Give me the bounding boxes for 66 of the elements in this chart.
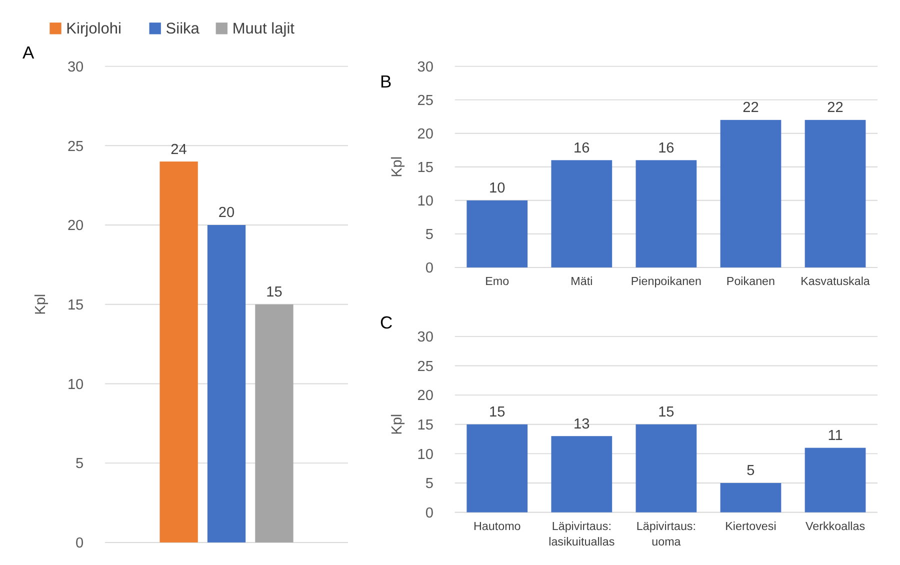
chart-title: B xyxy=(380,72,392,92)
data-label: 22 xyxy=(827,100,844,116)
y-tick-label: 20 xyxy=(417,388,434,404)
x-tick-label: Kiertovesi xyxy=(725,520,776,533)
y-tick-label: 20 xyxy=(417,126,434,142)
data-label: 15 xyxy=(489,404,506,421)
y-tick-label: 15 xyxy=(417,160,434,176)
x-tick-label: Pienpoikanen xyxy=(630,274,702,288)
data-label: 16 xyxy=(574,140,590,156)
chart-title: A xyxy=(22,42,34,63)
y-tick-label: 5 xyxy=(425,227,434,244)
y-axis-title: Kpl xyxy=(389,156,406,178)
x-tick-label: Verkkoallas xyxy=(805,520,866,533)
bar xyxy=(720,120,782,268)
y-tick-label: 30 xyxy=(417,330,434,346)
y-tick-label: 10 xyxy=(417,446,434,463)
y-tick-label: 25 xyxy=(417,358,434,375)
y-tick-label: 5 xyxy=(425,476,434,492)
data-label: 11 xyxy=(828,428,843,444)
x-tick-label: Mäti xyxy=(570,274,593,288)
y-tick-label: 30 xyxy=(417,59,434,76)
bar xyxy=(160,162,198,542)
x-tick-label: Läpivirtaus: uoma xyxy=(636,520,696,548)
y-tick-label: 10 xyxy=(417,193,434,210)
bar xyxy=(804,448,866,512)
x-tick-label: Emo xyxy=(485,274,510,288)
bar xyxy=(636,160,697,268)
legend-label: Kirjolohi xyxy=(66,20,122,38)
data-label: 22 xyxy=(742,100,759,116)
y-tick-label: 15 xyxy=(417,417,434,434)
data-label: 10 xyxy=(489,180,506,197)
y-tick-label: 0 xyxy=(425,505,434,522)
bar xyxy=(466,200,528,268)
y-axis-title: Kpl xyxy=(32,294,49,315)
bar xyxy=(207,225,246,542)
data-label: 16 xyxy=(658,140,674,156)
y-tick-label: 25 xyxy=(417,92,434,109)
bar xyxy=(551,436,612,512)
data-label: 15 xyxy=(266,284,282,301)
legend-label: Muut lajit xyxy=(232,20,296,38)
data-label: 20 xyxy=(218,205,235,222)
data-label: 13 xyxy=(574,416,590,432)
data-label: 15 xyxy=(658,404,674,421)
y-tick-label: 25 xyxy=(67,138,84,155)
x-tick-label: Hautomo xyxy=(473,520,521,533)
bar xyxy=(466,424,528,512)
y-tick-label: 0 xyxy=(76,536,84,552)
x-tick-label: Kasvatuskala xyxy=(800,274,870,288)
y-tick-label: 30 xyxy=(67,59,84,76)
y-axis-title: Kpl xyxy=(389,414,406,435)
bar xyxy=(255,304,294,542)
bar xyxy=(804,120,866,268)
chart-title: C xyxy=(380,312,393,333)
data-label: 5 xyxy=(746,463,755,480)
y-tick-label: 5 xyxy=(76,456,84,472)
y-tick-label: 10 xyxy=(67,376,84,393)
bar xyxy=(720,482,782,512)
bar xyxy=(636,424,697,512)
data-label: 24 xyxy=(170,142,187,158)
x-tick-label: Läpivirtaus: lasikuituallas xyxy=(548,520,615,548)
bar xyxy=(551,160,612,268)
y-tick-label: 20 xyxy=(67,218,84,234)
y-tick-label: 0 xyxy=(425,260,434,277)
x-tick-label: Poikanen xyxy=(726,274,776,288)
legend-label: Siika xyxy=(166,20,200,38)
y-tick-label: 15 xyxy=(67,297,84,314)
